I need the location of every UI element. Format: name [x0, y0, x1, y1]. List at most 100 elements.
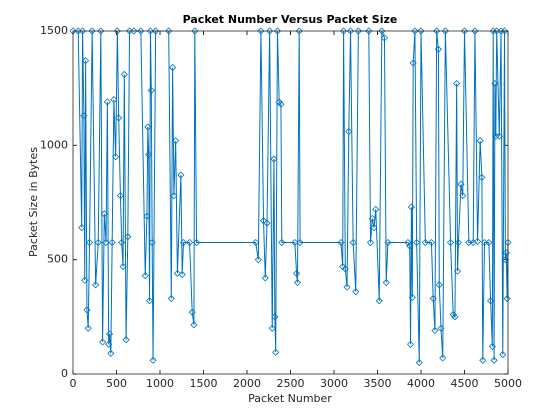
data-marker [82, 57, 90, 65]
data-marker [97, 27, 105, 35]
data-marker [380, 34, 389, 42]
data-marker [409, 59, 417, 67]
data-marker [378, 27, 386, 35]
data-marker [170, 192, 178, 200]
data-marker [337, 238, 345, 247]
data-marker [352, 288, 360, 296]
data-marker [130, 27, 138, 35]
data-marker [485, 238, 493, 247]
data-marker [143, 212, 151, 220]
x-tick-label: 5000 [494, 377, 522, 390]
data-marker [271, 313, 279, 321]
data-marker [179, 238, 188, 247]
data-marker [433, 27, 441, 35]
data-marker [167, 294, 175, 303]
data-marker [190, 321, 198, 329]
data-marker [491, 80, 499, 88]
data-marker [354, 27, 362, 35]
data-marker [293, 278, 302, 287]
data-marker [99, 338, 107, 346]
data-marker [102, 238, 110, 247]
data-marker [172, 137, 180, 145]
data-marker [124, 233, 132, 241]
data-marker [277, 100, 285, 108]
data-marker [429, 294, 437, 303]
data-marker [192, 238, 201, 247]
data-marker [186, 238, 194, 247]
data-marker [372, 205, 380, 213]
data-marker [79, 27, 87, 35]
data-marker [110, 96, 118, 104]
data-marker [84, 324, 92, 332]
data-marker [296, 238, 304, 247]
data-marker [407, 203, 415, 211]
data-marker [105, 330, 114, 338]
data-marker [490, 356, 498, 364]
data-marker [92, 281, 100, 289]
data-marker [278, 238, 286, 247]
x-tick-label: 4000 [407, 377, 435, 390]
data-marker [272, 348, 280, 356]
data-marker [165, 27, 173, 35]
y-axis-label: Packet Size in Bytes [27, 147, 40, 257]
x-tick-label: 2000 [233, 377, 261, 390]
x-tick-label: 500 [106, 377, 127, 390]
x-tick-label: 3500 [364, 377, 392, 390]
data-marker [471, 27, 479, 35]
data-marker [473, 237, 482, 245]
data-marker [382, 278, 390, 287]
data-marker [113, 27, 121, 35]
data-marker [341, 265, 349, 273]
data-marker [263, 219, 271, 227]
y-tick-label: 1000 [40, 138, 68, 151]
data-marker [437, 324, 445, 332]
data-marker [406, 340, 415, 348]
data-marker [439, 354, 447, 362]
y-tick-label: 1500 [40, 24, 68, 37]
data-marker [122, 336, 130, 344]
data-marker [268, 324, 276, 332]
data-marker [500, 27, 509, 35]
data-marker [453, 267, 462, 275]
x-tick-label: 3000 [320, 377, 348, 390]
data-marker [453, 80, 461, 88]
data-marker [119, 262, 127, 271]
data-marker [435, 281, 443, 289]
data-marker [85, 238, 94, 247]
data-marker [295, 27, 303, 35]
x-tick-label: 2500 [277, 377, 305, 390]
data-marker [404, 238, 412, 247]
data-marker [94, 238, 102, 247]
data-marker [479, 356, 487, 364]
x-axis-label: Packet Number [248, 392, 332, 405]
data-marker [144, 123, 152, 131]
data-marker [259, 217, 268, 225]
data-marker [83, 306, 91, 314]
data-marker [417, 27, 425, 35]
axes-box [72, 30, 509, 375]
data-marker [346, 27, 355, 35]
data-marker [105, 340, 113, 348]
data-marker [252, 238, 260, 247]
data-marker [118, 238, 126, 247]
data-marker [459, 192, 467, 200]
data-marker [488, 342, 496, 351]
data-marker [100, 210, 108, 218]
data-marker [103, 98, 111, 106]
data-marker [349, 238, 357, 247]
data-marker [257, 27, 265, 35]
data-marker [384, 238, 392, 247]
data-marker [141, 272, 149, 280]
data-marker [447, 238, 455, 247]
x-tick-label: 0 [70, 377, 77, 390]
data-marker [81, 276, 89, 284]
data-marker [273, 27, 282, 35]
data-marker [460, 27, 469, 35]
data-marker [152, 27, 160, 35]
data-marker [495, 132, 503, 140]
data-marker [80, 112, 88, 120]
data-marker [478, 173, 486, 181]
data-marker [169, 64, 177, 72]
